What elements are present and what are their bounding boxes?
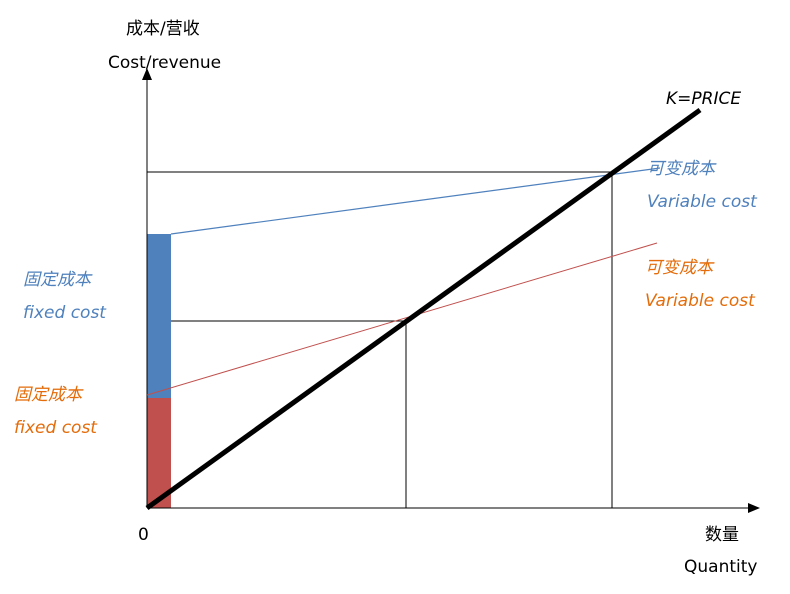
price-line-label: K=PRICE	[666, 89, 741, 109]
lower-fixed-cost-bar	[147, 398, 171, 508]
lower-fixed-cost-label-zh: 固定成本	[14, 385, 84, 405]
y-axis-label-zh: 成本/营收	[126, 19, 200, 39]
x-axis-arrow-icon	[748, 503, 760, 513]
origin-label: 0	[138, 525, 149, 545]
lower-variable-cost-label-zh: 可变成本	[645, 258, 715, 278]
lower-fixed-cost-label-en: fixed cost	[14, 418, 98, 438]
y-axis-label-en: Cost/revenue	[108, 53, 221, 73]
x-axis-label-zh: 数量	[705, 525, 739, 545]
y-axis-arrow-icon	[142, 68, 152, 80]
upper-variable-cost-label-zh: 可变成本	[647, 159, 717, 179]
upper-fixed-cost-bar	[147, 234, 171, 398]
upper-variable-cost-line	[170, 167, 661, 235]
lower-variable-cost-line	[146, 242, 658, 396]
upper-fixed-cost-label-en: fixed cost	[23, 303, 107, 323]
upper-fixed-cost-label-zh: 固定成本	[23, 270, 93, 290]
upper-variable-cost-label-en: Variable cost	[647, 192, 758, 212]
price-line	[145, 107, 702, 511]
lower-variable-cost-label-en: Variable cost	[645, 291, 756, 311]
x-axis-label-en: Quantity	[684, 557, 757, 577]
